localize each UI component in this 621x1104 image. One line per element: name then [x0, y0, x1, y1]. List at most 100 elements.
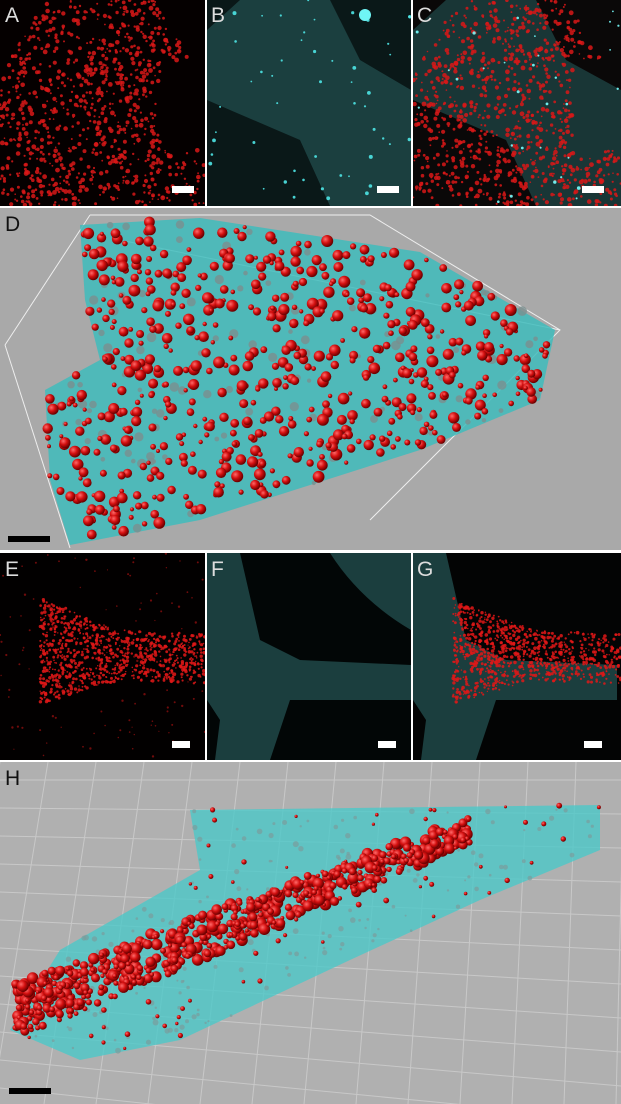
dot: [434, 136, 439, 141]
dot: [31, 178, 35, 182]
dot: [103, 42, 106, 46]
dot: [473, 5, 476, 8]
dot: [60, 621, 64, 624]
dot: [90, 82, 93, 86]
dot: [525, 635, 529, 639]
dot: [470, 143, 474, 146]
dot: [144, 174, 147, 177]
dot: [104, 625, 107, 629]
dot: [138, 340, 144, 346]
dot: [43, 641, 46, 644]
dot: [515, 375, 520, 381]
dot: [69, 78, 73, 82]
dot: [492, 39, 496, 44]
dot: [160, 195, 166, 201]
dot: [59, 655, 62, 657]
dot: [551, 679, 555, 683]
dot: [566, 26, 570, 30]
dot: [140, 655, 144, 659]
dot: [200, 633, 203, 636]
dot: [57, 9, 61, 14]
dot: [503, 48, 508, 52]
dot: [46, 100, 49, 103]
dot: [435, 102, 438, 105]
dot: [462, 693, 465, 695]
dot: [131, 61, 136, 66]
dot: [422, 153, 426, 157]
dot: [11, 160, 14, 163]
dot: [142, 183, 146, 188]
dot: [565, 645, 569, 649]
dot: [467, 627, 469, 630]
dot: [517, 657, 521, 661]
dot: [27, 200, 31, 204]
dot: [0, 94, 3, 97]
dot: [606, 149, 610, 153]
dot: [584, 660, 589, 665]
dot: [93, 675, 96, 678]
dot: [124, 76, 128, 81]
dot: [582, 662, 585, 666]
dot: [252, 141, 256, 144]
dot: [92, 680, 97, 684]
dot: [172, 672, 177, 676]
dot: [523, 645, 525, 648]
dot: [117, 147, 121, 151]
dot: [552, 59, 556, 62]
dot: [19, 56, 23, 61]
dot: [54, 691, 57, 694]
dot: [83, 172, 87, 176]
dot: [446, 122, 451, 126]
dot: [458, 666, 460, 668]
dot: [441, 78, 444, 80]
dot: [139, 660, 144, 664]
dot: [91, 183, 94, 185]
dot: [155, 161, 159, 165]
dot: [426, 103, 432, 108]
dot: [29, 111, 35, 117]
dot: [519, 7, 522, 10]
dot: [85, 138, 88, 141]
dot: [64, 688, 67, 690]
dot: [72, 61, 76, 64]
dot: [58, 668, 60, 671]
dot: [175, 220, 185, 229]
dot: [71, 113, 76, 118]
dot: [569, 86, 571, 89]
dot: [31, 66, 36, 71]
dot: [95, 633, 100, 637]
dot: [87, 74, 90, 77]
dot: [513, 660, 517, 665]
dot: [292, 195, 296, 199]
dot: [179, 560, 181, 562]
dot: [428, 425, 434, 431]
dot: [487, 67, 489, 70]
dot: [174, 172, 178, 177]
dot: [39, 63, 42, 66]
dot: [602, 156, 607, 161]
dot: [19, 93, 22, 96]
dot: [215, 131, 217, 134]
dot: [484, 663, 487, 666]
dot: [148, 68, 153, 73]
dot: [156, 133, 160, 137]
dot: [1, 191, 5, 195]
dot: [134, 668, 138, 672]
dot: [95, 90, 100, 96]
dot: [406, 393, 417, 404]
dot: [171, 653, 174, 656]
dot: [181, 288, 191, 298]
dot: [386, 430, 393, 437]
dot: [487, 682, 490, 685]
dot: [210, 340, 215, 345]
dot: [380, 252, 387, 258]
dot: [66, 665, 69, 668]
dot: [517, 120, 520, 123]
dot: [576, 186, 581, 190]
dot: [146, 158, 150, 161]
dot: [108, 403, 120, 414]
dot: [588, 166, 591, 169]
dot: [53, 622, 56, 625]
dot: [82, 745, 84, 748]
dot: [456, 85, 459, 89]
